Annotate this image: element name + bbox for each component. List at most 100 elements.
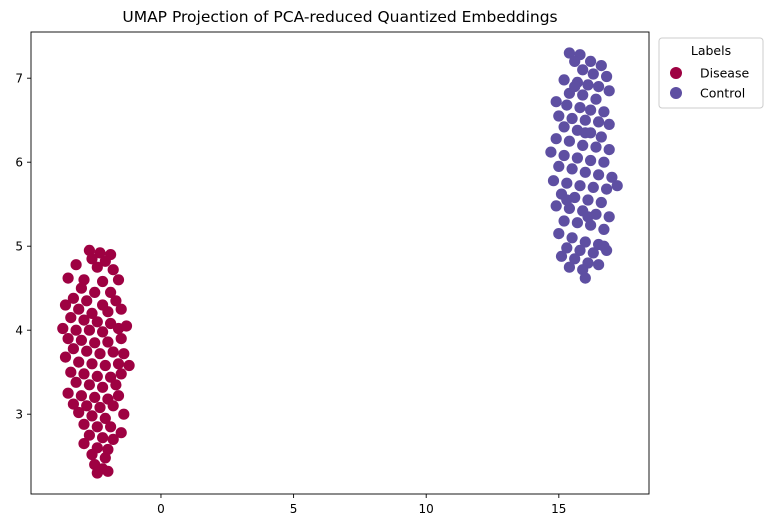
disease-point	[94, 401, 106, 414]
control-point	[590, 141, 602, 153]
disease-point	[97, 275, 109, 288]
control-point	[553, 160, 565, 172]
disease-point	[59, 351, 72, 363]
x-tick-label: 15	[551, 502, 566, 516]
control-point	[595, 60, 607, 72]
y-tick-label: 7	[15, 72, 23, 86]
disease-point	[107, 400, 119, 412]
disease-point	[99, 412, 111, 424]
disease-point	[67, 343, 79, 355]
disease-point	[89, 286, 101, 298]
disease-point	[102, 306, 114, 318]
x-tick-label: 5	[290, 502, 298, 516]
control-point	[574, 244, 586, 256]
x-tick-label: 10	[419, 502, 434, 516]
control-point	[577, 264, 589, 276]
control-point	[577, 89, 589, 101]
disease-point	[78, 438, 90, 450]
control-point	[561, 177, 573, 189]
disease-point	[78, 368, 90, 380]
control-point	[579, 272, 591, 284]
disease-point	[78, 418, 90, 430]
control-point	[561, 99, 573, 111]
disease-point	[65, 366, 77, 378]
control-point	[601, 70, 613, 83]
control-point	[566, 163, 578, 175]
disease-point	[97, 326, 109, 338]
disease-point	[105, 421, 117, 433]
disease-point	[94, 247, 106, 259]
disease-point	[112, 358, 125, 370]
disease-point	[75, 334, 87, 346]
disease-point	[107, 346, 119, 358]
disease-point	[86, 307, 98, 319]
disease-point	[102, 336, 114, 348]
control-point	[579, 236, 591, 248]
disease-point	[70, 376, 82, 388]
control-point	[603, 85, 615, 97]
disease-point	[107, 433, 119, 445]
disease-point	[78, 274, 90, 286]
control-point	[579, 127, 591, 139]
disease-point	[123, 359, 135, 372]
control-point	[547, 175, 560, 187]
control-point	[569, 253, 581, 265]
control-point	[545, 146, 557, 158]
control-point	[563, 135, 576, 147]
legend-title: Labels	[691, 43, 731, 58]
disease-point	[97, 381, 109, 393]
disease-point	[118, 408, 130, 420]
control-point	[603, 211, 615, 223]
legend-box	[658, 37, 764, 109]
disease-point	[75, 390, 87, 402]
control-point	[555, 250, 568, 262]
legend: Labels Disease Control	[658, 37, 764, 109]
disease-point	[83, 324, 95, 336]
disease-point	[112, 274, 125, 286]
disease-point	[107, 264, 119, 276]
axes-layer: 0 5 10 15 3 4 5 6 7	[15, 72, 566, 516]
control-point	[558, 74, 570, 86]
control-point	[561, 194, 573, 206]
disease-point	[89, 391, 101, 403]
control-point	[566, 232, 578, 244]
control-point	[582, 194, 594, 206]
control-point	[606, 171, 618, 183]
disease-point	[91, 467, 103, 479]
disease-point	[115, 368, 127, 380]
disease-point	[62, 387, 74, 399]
control-point	[563, 261, 576, 273]
control-point	[577, 64, 589, 76]
control-point	[593, 81, 605, 93]
disease-point	[73, 356, 85, 368]
control-point	[598, 223, 610, 235]
control-point	[579, 166, 591, 178]
disease-point	[83, 429, 95, 441]
control-point	[601, 183, 613, 195]
control-point	[579, 114, 591, 126]
legend-marker-disease	[670, 67, 682, 79]
x-tick-label: 0	[157, 502, 165, 516]
disease-point	[115, 427, 127, 439]
disease-point	[110, 379, 122, 391]
disease-point	[73, 406, 85, 419]
y-tick-label: 6	[15, 156, 23, 170]
control-point	[585, 55, 597, 67]
control-point	[571, 217, 584, 229]
control-point	[553, 228, 565, 240]
disease-point	[67, 398, 79, 410]
disease-point	[97, 432, 109, 444]
control-point	[593, 169, 605, 181]
disease-point	[81, 295, 93, 307]
disease-point	[83, 379, 95, 391]
disease-point	[91, 370, 103, 382]
control-point	[611, 180, 623, 192]
disease-point	[59, 299, 72, 311]
y-tick-label: 4	[15, 324, 23, 338]
disease-point	[70, 324, 82, 336]
control-point	[598, 156, 610, 168]
control-point	[595, 131, 607, 143]
disease-point	[81, 400, 93, 412]
disease-point	[78, 314, 90, 326]
disease-point	[62, 333, 74, 345]
